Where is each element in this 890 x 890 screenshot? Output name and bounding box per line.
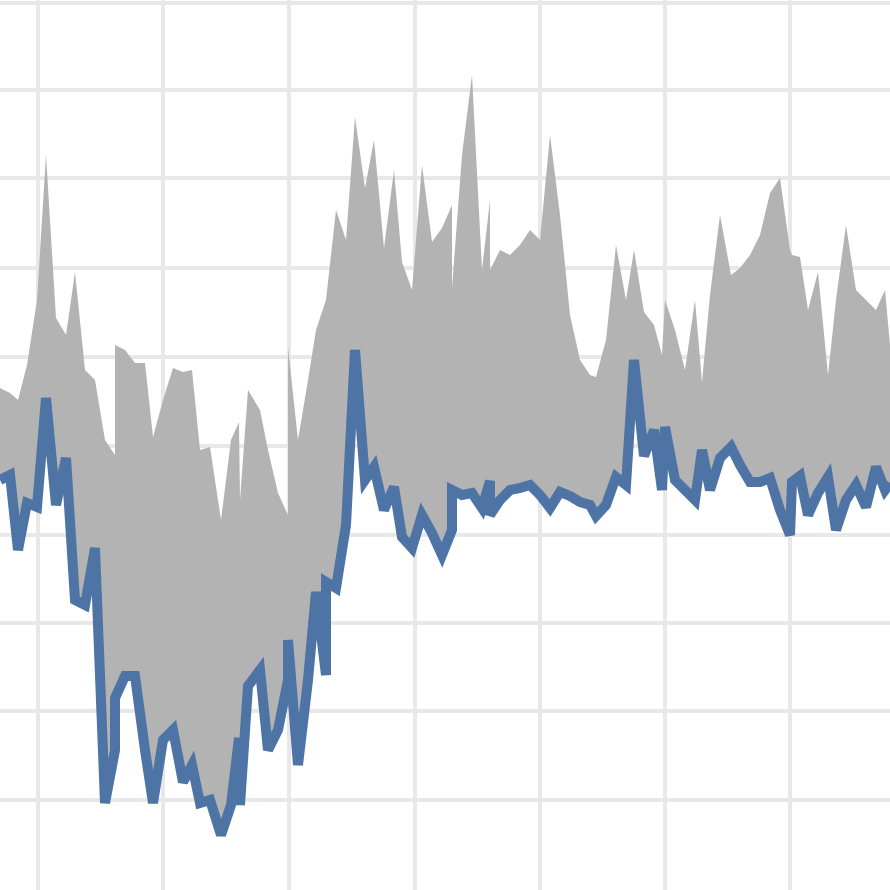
line [0,349,890,837]
range-area [0,75,890,835]
